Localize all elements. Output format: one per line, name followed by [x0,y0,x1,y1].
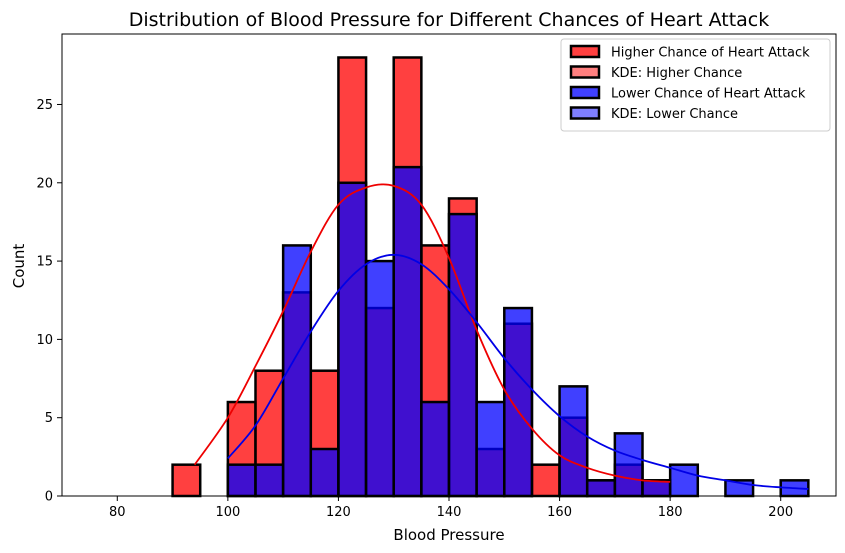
legend-swatch-1 [569,65,601,79]
legend-label-2: Lower Chance of Heart Attack [611,87,806,102]
lower-chance-bar-160 [558,385,589,498]
x-tick-label-160: 160 [547,505,572,520]
legend-label-1: KDE: Higher Chance [611,66,742,81]
higher-chance-bar-90 [171,463,202,498]
x-axis-label: Blood Pressure [393,526,504,544]
lower-chance-bar-125 [364,259,395,498]
chart-title: Distribution of Blood Pressure for Diffe… [129,9,770,31]
x-tick-label-120: 120 [326,505,351,520]
y-tick-label-20: 20 [36,176,53,191]
lower-chance-bar-100 [226,463,257,498]
x-tick-label-180: 180 [658,505,683,520]
x-tick-label-140: 140 [437,505,462,520]
kde-higher-chance-line [193,183,671,483]
x-axis-ticks: 80 100 120 140 160 180 200 [109,496,793,520]
x-tick-label-80: 80 [109,505,126,520]
lower-chance-bar-140 [447,212,478,498]
y-tick-label-0: 0 [45,490,53,505]
legend-swatch-0 [569,44,601,59]
y-tick-label-5: 5 [45,411,53,426]
lower-chance-bar-115 [309,447,340,498]
y-tick-label-25: 25 [36,98,53,113]
lower-chance-bar-145 [475,400,506,498]
legend-label-3: KDE: Lower Chance [611,107,738,122]
lower-chance-bar-170 [613,432,644,498]
lower-chance-bar-120 [337,181,368,498]
legend-box [560,38,831,132]
legend-label-0: Higher Chance of Heart Attack [611,46,810,61]
y-axis-label: Count [10,244,28,289]
legend-swatch-2 [569,85,601,100]
lower-chance-bar-150 [503,306,534,498]
lower-chance-bar-135 [420,400,451,498]
legend: Higher Chance of Heart Attack KDE: Higher… [560,38,831,132]
legend-swatch-3 [569,106,601,120]
x-tick-label-200: 200 [768,505,793,520]
higher-chance-bar-155 [530,463,561,498]
y-tick-label-10: 10 [36,333,53,348]
kde-lower-chance-line [227,253,809,490]
y-axis-ticks: 0 5 10 15 20 25 [36,98,62,505]
x-tick-label-100: 100 [215,505,240,520]
lower-chance-bar-130 [392,165,423,498]
y-tick-label-15: 15 [36,255,53,270]
lower-chance-bar-175 [641,479,672,498]
lower-chance-bar-165 [585,479,617,498]
kde-lines [193,183,809,490]
lower-chance-bar-105 [254,463,285,498]
